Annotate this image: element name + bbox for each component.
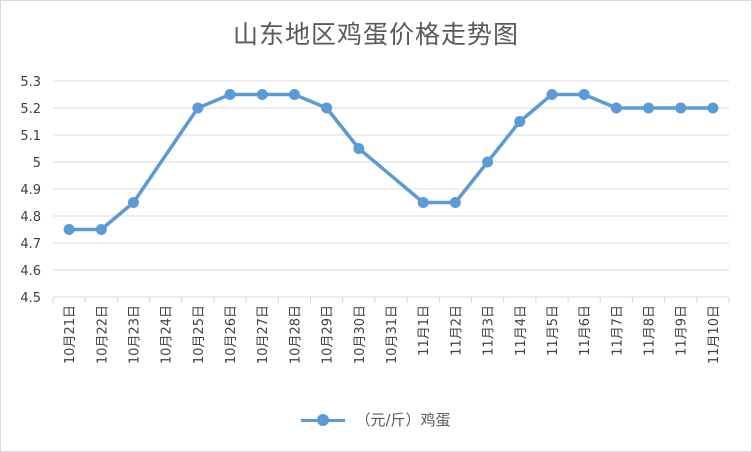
data-point xyxy=(449,197,461,208)
x-tick-label: 10月22日 xyxy=(95,305,110,364)
legend-line-marker xyxy=(301,413,346,427)
x-tick-label: 10月28日 xyxy=(288,305,303,364)
x-tick-label: 10月24日 xyxy=(160,305,175,364)
y-tick-label: 4.7 xyxy=(20,237,41,252)
data-point xyxy=(482,156,494,168)
x-tick-label: 11月5日 xyxy=(546,305,561,356)
x-tick-label: 11月1日 xyxy=(417,305,432,356)
x-tick-label: 10月23日 xyxy=(127,305,142,364)
data-point xyxy=(417,197,429,208)
x-tick-label: 11月9日 xyxy=(675,305,690,356)
data-point xyxy=(707,102,719,114)
data-point xyxy=(643,102,655,114)
x-tick-label: 11月8日 xyxy=(643,305,658,356)
y-tick-label: 4.8 xyxy=(20,210,41,225)
x-tick-label: 11月2日 xyxy=(449,305,464,356)
x-tick-label: 10月29日 xyxy=(321,305,336,364)
y-tick-label: 4.6 xyxy=(20,264,41,279)
x-tick-label: 11月4日 xyxy=(514,305,529,356)
data-point xyxy=(288,89,300,100)
data-point xyxy=(321,102,333,114)
x-tick-label: 10月27日 xyxy=(256,305,271,364)
x-tick-label: 10月31日 xyxy=(385,305,400,364)
data-point xyxy=(546,89,558,100)
legend-label: （元/斤）鸡蛋 xyxy=(355,411,451,429)
x-tick-label: 11月10日 xyxy=(707,305,722,364)
data-point xyxy=(224,89,236,100)
y-tick-label: 5.1 xyxy=(20,129,41,144)
x-tick-label: 11月7日 xyxy=(610,305,625,356)
x-tick-label: 10月25日 xyxy=(192,305,207,364)
data-point xyxy=(514,116,526,127)
data-point xyxy=(127,197,139,208)
x-tick-label: 11月6日 xyxy=(578,305,593,356)
y-tick-label: 4.5 xyxy=(20,291,41,306)
data-point xyxy=(578,89,590,100)
data-point xyxy=(63,224,75,235)
y-tick-label: 4.9 xyxy=(20,183,41,198)
data-point xyxy=(256,89,268,100)
data-point xyxy=(610,102,622,114)
y-tick-label: 5 xyxy=(33,156,41,171)
data-point xyxy=(675,102,687,114)
data-point xyxy=(95,224,107,235)
x-tick-label: 11月3日 xyxy=(482,305,497,356)
x-tick-label: 10月26日 xyxy=(224,305,239,364)
x-tick-label: 10月30日 xyxy=(353,305,368,364)
chart-title: 山东地区鸡蛋价格走势图 xyxy=(232,20,519,49)
data-point xyxy=(353,143,365,154)
legend: （元/斤）鸡蛋 xyxy=(1,409,751,430)
data-point xyxy=(192,102,204,114)
x-tick-label: 10月21日 xyxy=(63,305,78,364)
y-tick-label: 5.2 xyxy=(20,102,41,117)
y-tick-label: 5.3 xyxy=(20,75,41,90)
